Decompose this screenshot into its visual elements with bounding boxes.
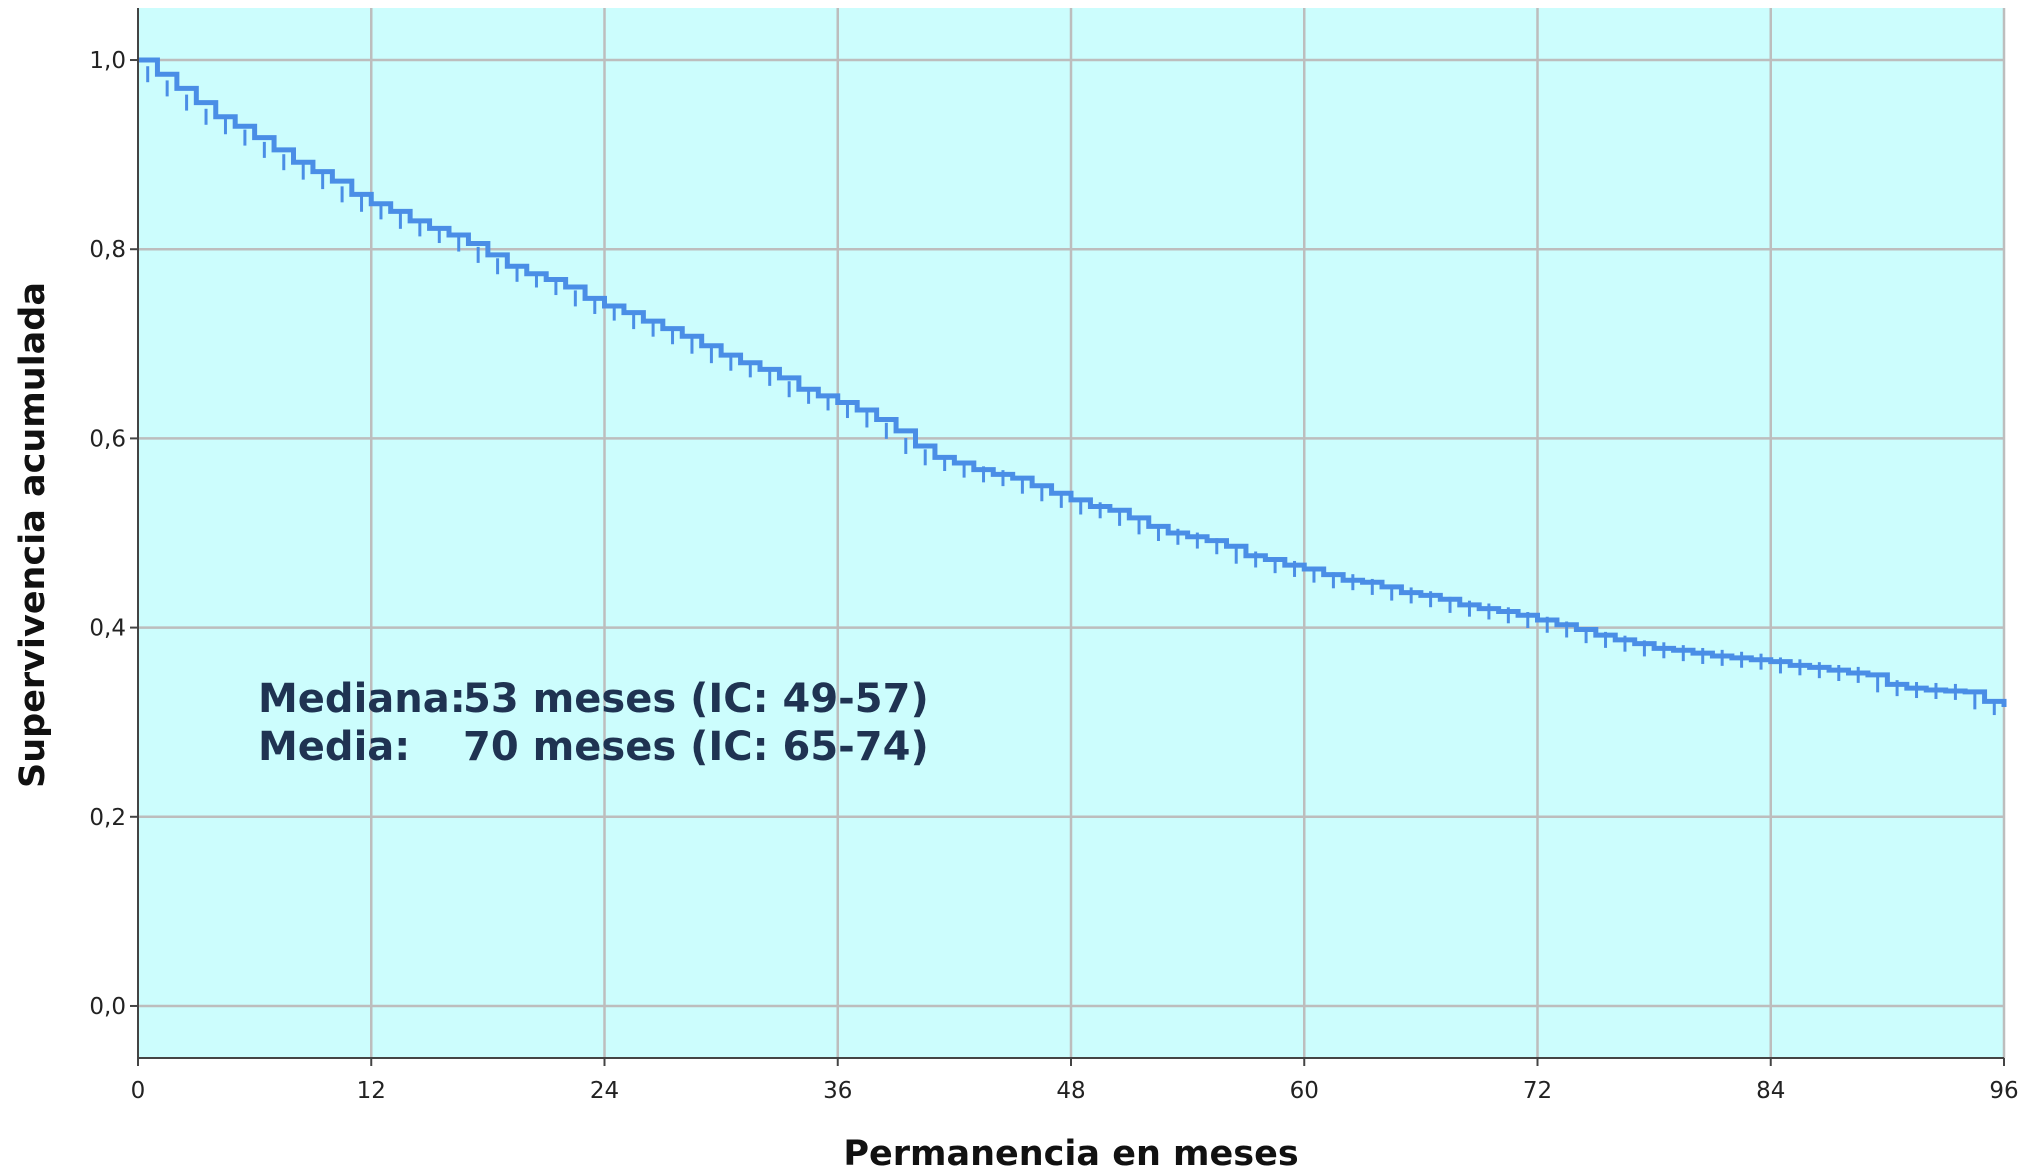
median-value: 53 meses (IC: 49-57): [463, 676, 929, 722]
y-tick-label: 0,4: [89, 616, 126, 642]
survival-curve: [138, 57, 2007, 716]
y-tick-label: 0,6: [89, 426, 126, 452]
mean-value: 70 meses (IC: 65-74): [463, 724, 929, 770]
x-tick-label: 0: [131, 1078, 146, 1104]
x-tick-label: 12: [357, 1078, 386, 1104]
y-axis-ticks: 0,0 0,2 0,4 0,6 0,8 1,0: [89, 48, 138, 1020]
y-tick-label: 1,0: [89, 48, 126, 74]
y-axis-title: Supervivencia acumulada: [13, 282, 53, 788]
gridlines: [138, 8, 2006, 1058]
x-tick-label: 36: [823, 1078, 852, 1104]
x-tick-label: 60: [1290, 1078, 1319, 1104]
x-tick-label: 48: [1056, 1078, 1085, 1104]
survival-step-line: [138, 57, 2007, 708]
stats-annotation: Mediana: 53 meses (IC: 49-57) Media: 70 …: [258, 676, 929, 770]
x-tick-label: 84: [1756, 1078, 1785, 1104]
y-tick-label: 0,8: [89, 237, 126, 263]
median-label: Mediana:: [258, 676, 466, 722]
x-tick-label: 96: [1989, 1078, 2018, 1104]
x-axis-title: Permanencia en meses: [843, 1134, 1298, 1172]
mean-label: Media:: [258, 724, 410, 770]
x-tick-label: 72: [1523, 1078, 1552, 1104]
x-tick-label: 24: [590, 1078, 619, 1104]
y-tick-label: 0,0: [89, 994, 126, 1020]
y-tick-label: 0,2: [89, 805, 126, 831]
x-axis-ticks: 0 12 24 36 48 60 72 84 96: [131, 1058, 2019, 1104]
